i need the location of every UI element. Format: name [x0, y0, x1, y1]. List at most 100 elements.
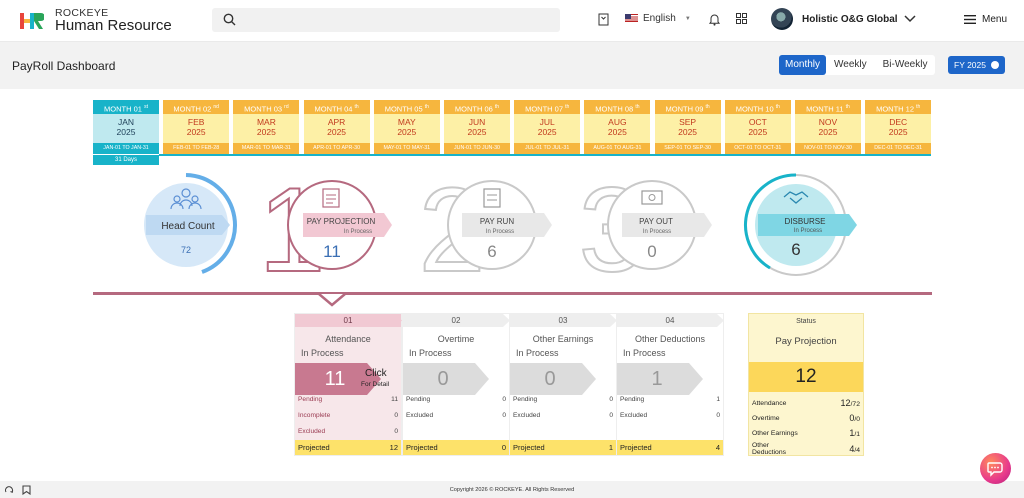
month-oct[interactable]: MONTH 10 th OCT 2025 OCT-01 TO OCT-31 [724, 100, 791, 154]
head-count-value: 72 [181, 245, 191, 255]
month-aug[interactable]: MONTH 08 th AUG 2025 AUG-01 TO AUG-31 [584, 100, 651, 154]
month-year: 2025 [818, 127, 838, 137]
month-year: 2025 [888, 127, 908, 137]
card-status: In Process [516, 348, 559, 358]
month-mar[interactable]: MONTH 03 rd MAR 2025 MAR-01 TO MAR-31 [233, 100, 300, 154]
card-title: Overtime [437, 334, 475, 344]
month-range: AUG-01 TO AUG-31 [584, 143, 651, 154]
bookmark-outline-icon[interactable] [22, 485, 31, 495]
rockeye-logo-icon[interactable] [20, 11, 44, 31]
month-body: JUN 2025 [444, 114, 510, 143]
search-input[interactable] [212, 8, 560, 32]
month-nov[interactable]: MONTH 11 th NOV 2025 NOV-01 TO NOV-30 [795, 100, 861, 154]
chat-button[interactable] [980, 453, 1011, 484]
month-body: DEC 2025 [865, 114, 932, 143]
month-body: JUL 2025 [514, 114, 581, 143]
click-sub-label[interactable]: For Detail [361, 381, 390, 388]
month-number: MONTH 02 nd [163, 100, 230, 114]
bell-icon[interactable] [709, 13, 720, 26]
month-dec[interactable]: MONTH 12 th DEC 2025 DEC-01 TO DEC-31 [865, 100, 932, 154]
month-number: MONTH 06 th [444, 100, 510, 114]
month-sep[interactable]: MONTH 09 th SEP 2025 SEP-01 TO SEP-30 [654, 100, 721, 154]
period-monthly-button[interactable]: Monthly [779, 55, 827, 75]
card-projected: Projected 1 [510, 440, 616, 455]
month-name: MAR [256, 117, 276, 127]
month-range: DEC-01 TO DEC-31 [865, 143, 932, 154]
card-value: 11 [324, 368, 346, 390]
month-body: MAY 2025 [373, 114, 440, 143]
page-title: PayRoll Dashboard [12, 59, 116, 73]
month-apr[interactable]: MONTH 04 th APR 2025 APR-01 TO APR-30 [303, 100, 370, 154]
card-row: Excluded 0 [620, 412, 720, 419]
card-other-deductions[interactable]: 04 Other Deductions In Process 1 Pending… [616, 313, 724, 456]
month-feb[interactable]: MONTH 02 nd FEB 2025 FEB-01 TO FEB-28 [163, 100, 230, 154]
month-body: FEB 2025 [163, 114, 230, 143]
chevron-down-icon[interactable] [904, 15, 916, 23]
click-label[interactable]: Click [365, 368, 387, 379]
recycle-icon[interactable] [4, 485, 14, 495]
language-label: English [643, 13, 676, 24]
month-year: 2025 [116, 127, 136, 137]
payslip-icon [483, 188, 501, 208]
bookmark-icon[interactable] [598, 13, 609, 26]
menu-button[interactable]: Menu [964, 14, 1007, 25]
apps-grid-icon[interactable] [736, 13, 747, 24]
month-name: JAN [117, 117, 135, 127]
language-select[interactable]: English ▼ [625, 13, 691, 24]
status-heading: Status [796, 318, 816, 325]
status-row: Overtime 0/0 [752, 413, 860, 423]
month-jan[interactable]: MONTH 01 st JAN 2025 JAN-01 TO JAN-31 [93, 100, 159, 154]
month-may[interactable]: MONTH 05 th MAY 2025 MAY-01 TO MAY-31 [373, 100, 440, 154]
month-number: MONTH 07 th [514, 100, 581, 114]
card-attendance[interactable]: 01 Attendance In Process 11 Click For De… [294, 313, 402, 456]
status-row: Other Deductions 4/4 [752, 442, 860, 456]
month-body: AUG 2025 [584, 114, 651, 143]
disburse-value: 6 [791, 240, 800, 259]
cash-icon [641, 190, 663, 205]
month-body: SEP 2025 [654, 114, 721, 143]
month-year: 2025 [748, 127, 768, 137]
card-projected: Projected 0 [403, 440, 509, 455]
month-body: OCT 2025 [724, 114, 791, 143]
pay-projection-value: 11 [323, 242, 341, 261]
pay-out-value: 0 [647, 242, 656, 261]
pay-run-label: PAY RUN [480, 217, 514, 226]
card-title: Other Earnings [532, 334, 594, 344]
month-number: MONTH 01 st [93, 100, 159, 114]
card-status: In Process [623, 348, 666, 358]
month-year: 2025 [678, 127, 698, 137]
section-divider [93, 292, 932, 295]
month-jun[interactable]: MONTH 06 th JUN 2025 JUN-01 TO JUN-30 [444, 100, 510, 154]
month-name: JUN [468, 117, 486, 127]
card-number: 01 [295, 314, 401, 327]
month-range: FEB-01 TO FEB-28 [163, 143, 230, 154]
month-number: MONTH 10 th [724, 100, 791, 114]
pay-out-status: In Process [643, 229, 671, 235]
card-overtime[interactable]: 02 Overtime In Process 0 Pending 0 Exclu… [402, 313, 510, 456]
card-number: 03 [558, 316, 568, 325]
month-name: MAY [397, 117, 416, 127]
month-jul[interactable]: MONTH 07 th JUL 2025 JUL-01 TO JUL-31 [514, 100, 581, 154]
card-row: Pending 0 [406, 396, 506, 403]
period-biweekly-button[interactable]: Bi-Weekly [882, 59, 928, 70]
month-body: JAN 2025 [93, 114, 159, 143]
period-weekly-button[interactable]: Weekly [834, 59, 867, 70]
org-name[interactable]: Holistic O&G Global [802, 14, 898, 25]
pay-out-label: PAY OUT [639, 217, 673, 226]
card-other-earnings[interactable]: 03 Other Earnings In Process 0 Pending 0… [509, 313, 617, 456]
brand-name: ROCKEYE [55, 7, 109, 19]
card-row: Excluded 0 [406, 412, 506, 419]
avatar[interactable] [771, 8, 793, 30]
card-value: 0 [437, 368, 449, 390]
month-range: JUL-01 TO JUL-31 [514, 143, 581, 154]
search-icon [223, 13, 236, 26]
month-year: 2025 [256, 127, 276, 137]
card-status: In Process [301, 348, 344, 358]
month-year: 2025 [186, 127, 206, 137]
card-value: 0 [544, 368, 556, 390]
month-range: MAR-01 TO MAR-31 [233, 143, 300, 154]
card-row: Pending 11 [298, 396, 398, 403]
fiscal-year-button[interactable]: FY 2025 [948, 56, 1005, 74]
status-title: Pay Projection [775, 336, 837, 347]
month-range: SEP-01 TO SEP-30 [654, 143, 721, 154]
